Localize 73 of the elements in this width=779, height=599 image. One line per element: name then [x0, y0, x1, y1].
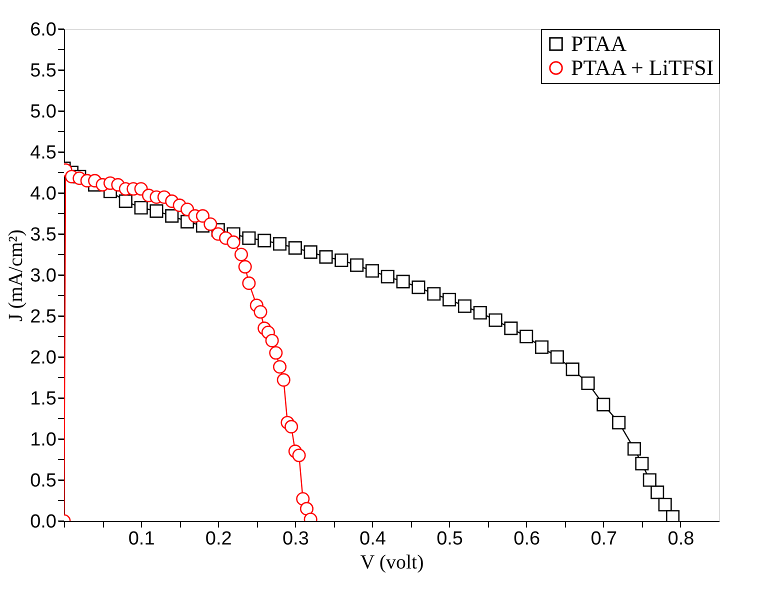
point	[288, 241, 302, 255]
point	[442, 292, 456, 306]
point	[612, 416, 626, 430]
point	[258, 234, 272, 248]
point	[319, 250, 333, 264]
y-tick-label: 5.5	[30, 60, 56, 82]
y-axis-title: J (mA/cm²)	[5, 229, 28, 322]
point	[334, 253, 348, 268]
x-tick-label: 0.4	[360, 528, 386, 550]
point	[150, 204, 164, 218]
y-tick-label: 4.0	[30, 184, 56, 204]
y-tick-label: 0.5	[30, 470, 56, 492]
y-tick-label: 0.0	[30, 512, 56, 532]
point	[196, 209, 210, 223]
point	[165, 209, 179, 223]
x-tick-label: 0.8	[668, 528, 694, 550]
point	[276, 373, 290, 387]
point	[265, 334, 279, 348]
point	[635, 456, 649, 470]
y-tick-label: 1.0	[30, 430, 56, 450]
point	[488, 313, 502, 327]
point	[642, 473, 656, 487]
point	[300, 502, 314, 516]
point	[304, 245, 318, 259]
point	[204, 217, 218, 231]
point	[596, 398, 610, 412]
y-tick-label: 4.5	[30, 142, 56, 164]
point	[550, 350, 564, 364]
point	[242, 231, 256, 245]
point	[226, 235, 240, 249]
point	[269, 346, 283, 360]
x-tick-label: 0.5	[436, 528, 464, 550]
point	[350, 258, 364, 272]
y-tick-label: 2.5	[30, 306, 56, 328]
x-tick-label: 0.6	[514, 528, 540, 550]
point	[238, 260, 252, 274]
point	[534, 340, 549, 354]
legend-label: PTAA + LiTFSI	[571, 55, 714, 80]
x-tick-label: 0.3	[282, 528, 309, 550]
y-tick-label: 2.0	[30, 348, 56, 368]
point	[412, 280, 426, 294]
point	[234, 248, 248, 262]
point	[504, 322, 518, 336]
point	[520, 330, 534, 344]
point	[134, 200, 148, 215]
point	[272, 237, 287, 251]
point	[581, 376, 595, 390]
point	[365, 264, 380, 278]
point	[254, 305, 268, 319]
point	[396, 274, 410, 288]
y-tick-label: 3.5	[30, 224, 56, 246]
point	[458, 299, 472, 313]
x-tick-label: 0.1	[128, 528, 155, 550]
point	[658, 498, 672, 512]
point	[292, 448, 306, 462]
point	[242, 276, 256, 290]
y-tick-label: 5.0	[30, 102, 56, 122]
y-tick-label: 3.0	[30, 266, 56, 286]
y-tick-label: 1.5	[30, 388, 56, 410]
point	[650, 486, 664, 500]
point	[284, 420, 298, 434]
x-tick-label: 0.2	[205, 528, 232, 550]
y-tick-label: 6.0	[30, 20, 56, 40]
point	[627, 442, 642, 456]
point	[427, 287, 441, 301]
x-axis-title: V (volt)	[360, 552, 424, 574]
point	[272, 360, 287, 374]
legend-label: PTAA	[571, 31, 627, 56]
point	[380, 270, 394, 284]
x-tick-label: 0.7	[590, 528, 618, 550]
point	[566, 362, 580, 376]
point	[473, 306, 487, 320]
point	[118, 194, 132, 208]
